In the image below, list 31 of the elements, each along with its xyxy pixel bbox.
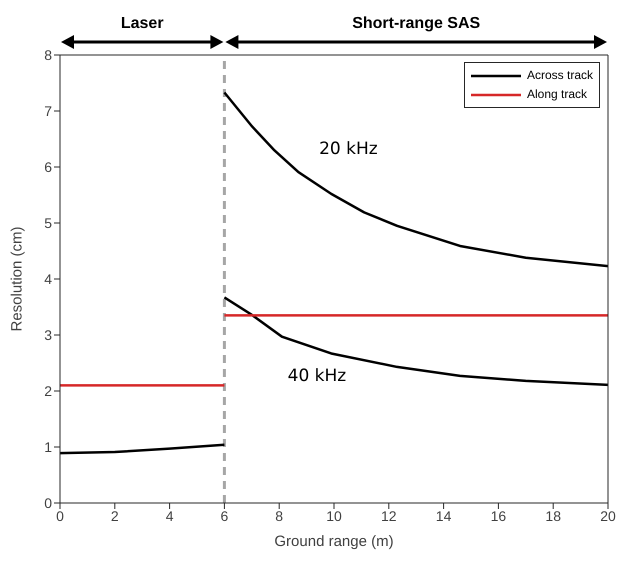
x-tick-label: 10 xyxy=(326,508,342,524)
y-tick-label: 3 xyxy=(44,326,52,343)
text: Short-range SAS xyxy=(352,15,481,32)
x-tick-label: 8 xyxy=(275,508,284,524)
x-tick-label: 14 xyxy=(436,508,452,524)
x-tick-label: 6 xyxy=(220,508,228,524)
line-series xyxy=(223,91,608,268)
x-tick-label: 12 xyxy=(381,508,397,524)
y-tick-label: 8 xyxy=(44,46,52,63)
y-tick-label: 0 xyxy=(44,494,52,511)
y-tick-label: 2 xyxy=(44,382,52,399)
legend-label: Along track xyxy=(526,86,588,103)
x-tick-label: 0 xyxy=(56,508,64,524)
y-tick-label: 1 xyxy=(44,438,52,455)
y-tick-label: 5 xyxy=(44,214,52,231)
y-tick-label: 6 xyxy=(44,158,52,175)
x-tick-label: 2 xyxy=(110,508,119,524)
x-tick-label: 20 xyxy=(600,508,616,524)
line-series xyxy=(223,296,608,386)
line-series xyxy=(60,444,226,454)
x-tick-label: 4 xyxy=(166,508,174,524)
y-axis-title: Resolution (cm) xyxy=(8,226,26,332)
series-label: 40 kHz xyxy=(288,366,346,386)
x-axis-title: Ground range (m) xyxy=(274,533,394,550)
x-tick-label: 16 xyxy=(490,508,506,524)
legend-label: Across track xyxy=(526,67,593,84)
series-label: 20 kHz xyxy=(319,138,378,159)
y-tick-label: 7 xyxy=(44,102,52,119)
x-tick-label: 18 xyxy=(545,508,562,524)
y-tick-label: 4 xyxy=(44,270,52,287)
text: Laser xyxy=(120,15,164,32)
